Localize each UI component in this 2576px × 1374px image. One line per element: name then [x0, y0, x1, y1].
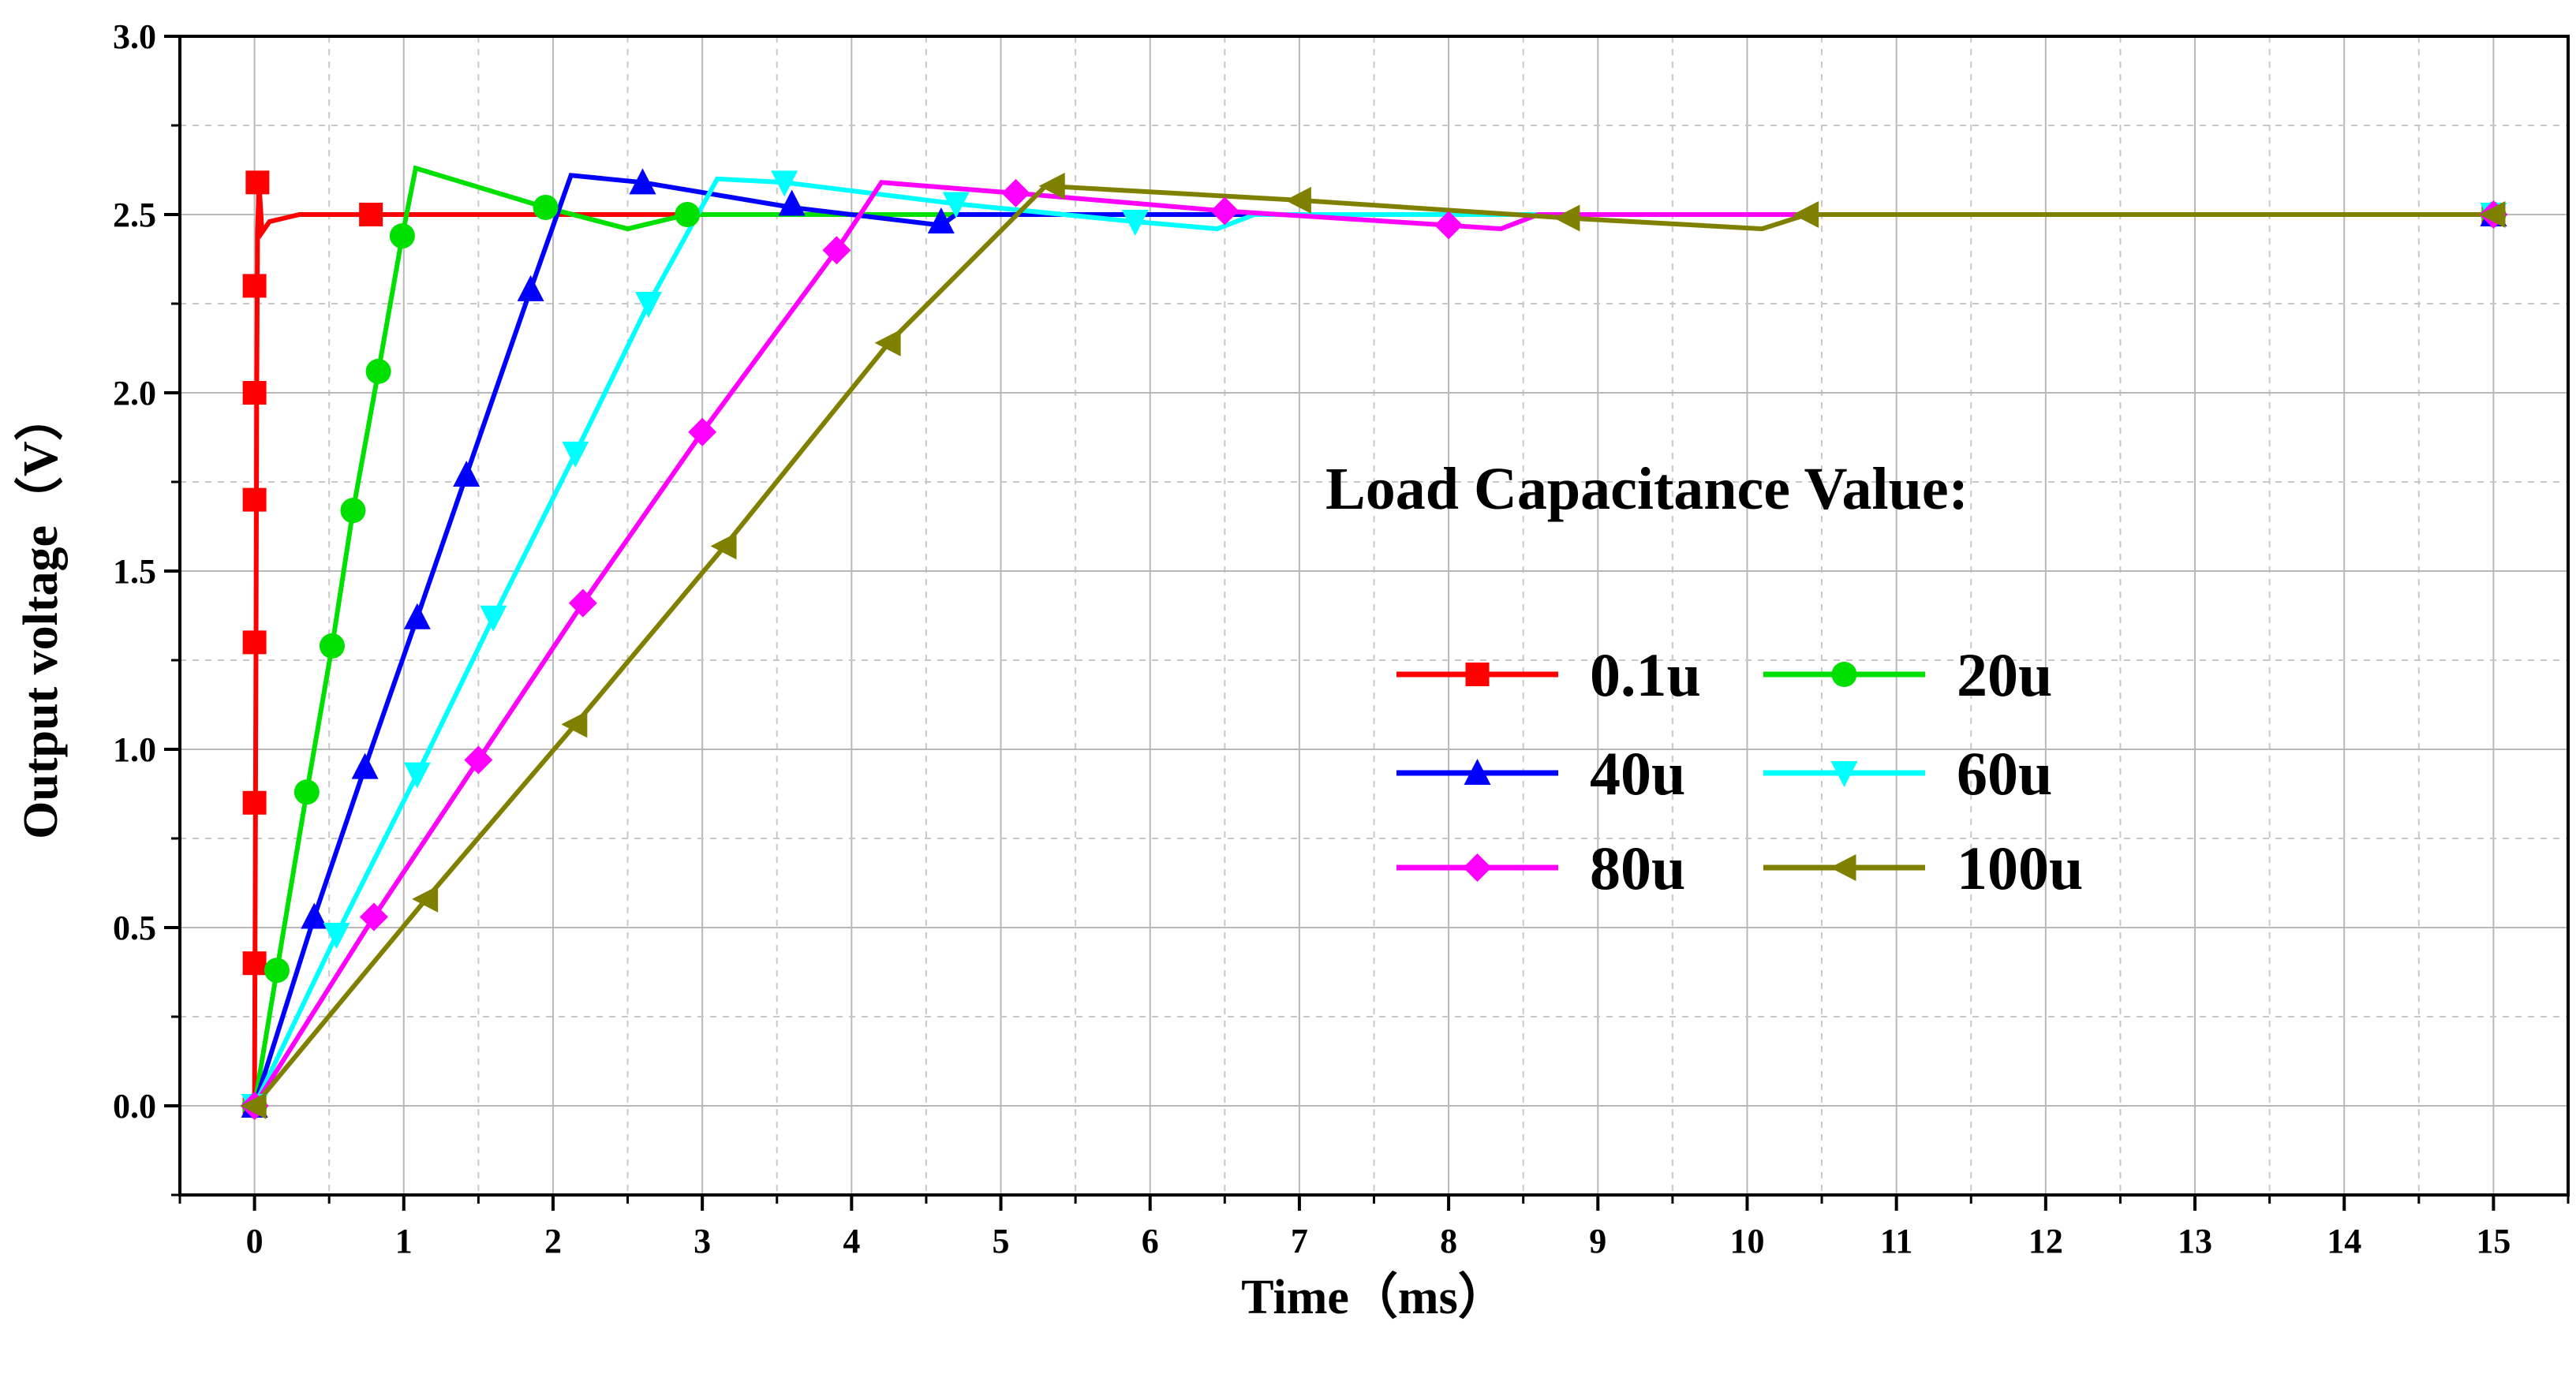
- legend-label-80u: 80u: [1590, 834, 1685, 902]
- data-point-40u: [453, 460, 480, 487]
- data-point-60u: [562, 441, 589, 468]
- data-point-0.1u: [242, 790, 267, 815]
- data-point-80u: [1210, 196, 1239, 226]
- y-tick-label: 2.5: [113, 196, 156, 234]
- data-point-80u: [359, 902, 388, 932]
- x-tick-label: 13: [2178, 1222, 2212, 1260]
- x-tick-label: 9: [1589, 1222, 1606, 1260]
- data-point-40u: [629, 168, 656, 195]
- legend-marker-40u: [1464, 759, 1491, 785]
- y-tick-label: 0.5: [113, 909, 156, 947]
- data-point-0.1u: [359, 203, 383, 226]
- data-point-100u: [561, 711, 588, 738]
- legend-label-60u: 60u: [1957, 739, 2052, 808]
- data-point-80u: [1001, 178, 1030, 207]
- data-point-60u: [942, 192, 970, 218]
- data-point-40u: [403, 603, 431, 629]
- data-point-20u: [533, 194, 559, 220]
- x-tick-label: 1: [395, 1222, 413, 1260]
- data-point-20u: [293, 779, 320, 805]
- x-tick-label: 0: [246, 1222, 264, 1260]
- x-tick-label: 11: [1880, 1222, 1913, 1260]
- legend-label-0.1u: 0.1u: [1590, 640, 1701, 709]
- series-markers: [240, 168, 2508, 1120]
- data-point-40u: [351, 752, 379, 779]
- series-line-20u: [252, 165, 2494, 1107]
- data-point-0.1u: [245, 170, 270, 195]
- data-point-40u: [517, 274, 544, 301]
- legend-marker-20u: [1831, 662, 1857, 687]
- y-tick-label: 1.0: [113, 730, 156, 769]
- x-tick-label: 14: [2327, 1222, 2361, 1260]
- data-point-100u: [2479, 201, 2506, 228]
- data-point-40u: [301, 902, 328, 929]
- data-point-100u: [412, 885, 439, 913]
- data-point-60u: [1121, 210, 1149, 237]
- data-point-80u: [464, 745, 493, 775]
- x-tick-label: 2: [544, 1222, 562, 1260]
- legend-marker-0.1u: [1465, 663, 1490, 686]
- data-point-100u: [1553, 204, 1580, 232]
- data-point-80u: [822, 236, 851, 265]
- legend-marker-100u: [1830, 854, 1856, 881]
- data-point-100u: [710, 532, 737, 560]
- legend-label-40u: 40u: [1590, 739, 1685, 808]
- y-axis-title: Output voltage（V）: [13, 392, 68, 839]
- data-point-60u: [403, 762, 431, 789]
- data-point-20u: [365, 358, 391, 384]
- x-tick-label: 6: [1142, 1222, 1159, 1260]
- data-point-0.1u: [242, 951, 267, 976]
- data-point-20u: [389, 223, 415, 249]
- series-line-0.1u: [252, 182, 2494, 1107]
- data-point-100u: [1284, 186, 1311, 214]
- data-point-80u: [1434, 211, 1464, 240]
- tick-labels: 0 1 2 3 4 5 6 7 8 9 10 11 12 13 14 150.00.51.01.52.02.5…: [113, 17, 2511, 1260]
- x-tick-label: 7: [1291, 1222, 1308, 1260]
- x-tick-label: 8: [1440, 1222, 1457, 1260]
- data-point-60u: [480, 605, 507, 632]
- data-point-20u: [675, 202, 701, 227]
- x-axis-title: Time（ms）: [1241, 1269, 1506, 1324]
- data-point-20u: [340, 498, 366, 524]
- legend-title: Load Capacitance Value:: [1325, 456, 1968, 522]
- y-tick-label: 3.0: [113, 17, 156, 56]
- legend: 0.1u 20u 40u 60u 80u 100u: [1396, 640, 2083, 902]
- x-tick-label: 3: [694, 1222, 711, 1260]
- x-tick-label: 4: [843, 1222, 860, 1260]
- data-point-60u: [323, 923, 350, 950]
- axis-ticks: [164, 35, 2570, 1211]
- data-point-60u: [771, 170, 798, 197]
- data-point-40u: [927, 207, 955, 234]
- data-point-100u: [1038, 172, 1065, 200]
- data-point-100u: [1793, 201, 1819, 228]
- legend-marker-60u: [1830, 761, 1858, 787]
- y-tick-label: 0.0: [113, 1087, 156, 1126]
- data-point-0.1u: [242, 630, 267, 655]
- data-point-20u: [264, 958, 290, 984]
- data-point-0.1u: [242, 381, 267, 405]
- data-point-0.1u: [242, 274, 267, 298]
- data-point-100u: [874, 329, 901, 357]
- y-tick-label: 2.0: [113, 374, 156, 413]
- origin-point-100u: [240, 1092, 267, 1119]
- x-tick-label: 12: [2028, 1222, 2063, 1260]
- x-tick-label: 15: [2476, 1222, 2511, 1260]
- data-point-40u: [778, 189, 806, 216]
- legend-label-20u: 20u: [1957, 640, 2052, 709]
- data-point-20u: [319, 633, 345, 659]
- legend-marker-80u: [1463, 853, 1492, 882]
- x-tick-label: 10: [1729, 1222, 1764, 1260]
- data-point-0.1u: [242, 487, 267, 512]
- data-point-80u: [688, 417, 717, 446]
- x-tick-label: 5: [993, 1222, 1010, 1260]
- legend-label-100u: 100u: [1957, 834, 2083, 902]
- data-point-60u: [635, 292, 663, 318]
- y-tick-label: 1.5: [113, 552, 156, 591]
- data-point-80u: [568, 588, 597, 618]
